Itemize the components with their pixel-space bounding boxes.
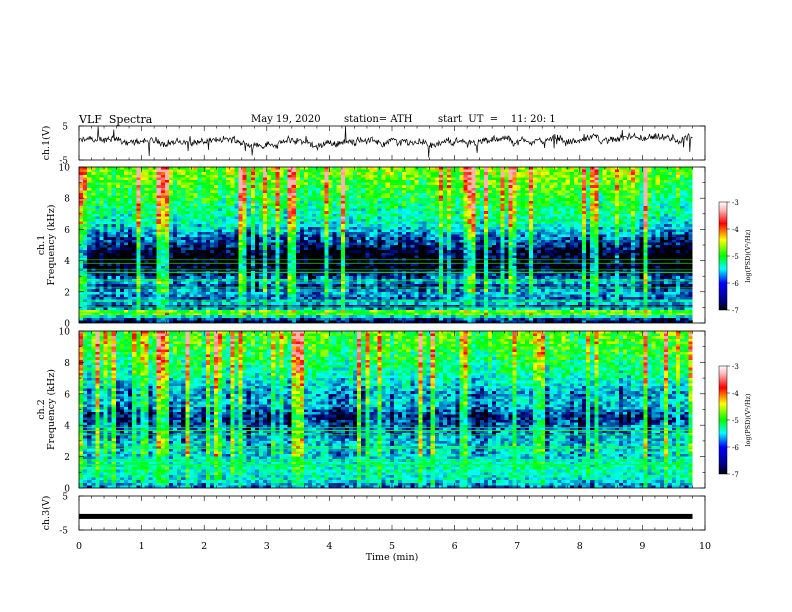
colorbar-tick-label: -5 — [732, 417, 739, 425]
colorbar-tick-label: -3 — [732, 199, 739, 207]
start-time-label: start UT = 11: 20: 1 — [438, 114, 556, 125]
y-axis-label: Frequency (kHz) — [46, 369, 57, 450]
ch1-colorbar: -3 -4 -5 -6 -7 log(PSD)(V²/Hz) — [718, 199, 752, 315]
x-tick-label: 10 — [699, 541, 711, 552]
time-axis: 0 1 2 3 4 5 6 7 8 9 10 Time (min) — [76, 541, 711, 563]
y-tick-label: 8 — [64, 359, 70, 369]
spectrogram-image — [79, 331, 693, 488]
colorbar-tick-label: -7 — [732, 471, 739, 479]
x-tick-label: 8 — [577, 541, 583, 552]
y-tick-label: 10 — [59, 328, 71, 338]
x-tick-label: 6 — [452, 541, 458, 552]
y-tick-label: -5 — [59, 527, 68, 537]
y-axis-label: ch.3(V) — [41, 496, 52, 531]
y-tick-label: 2 — [64, 453, 70, 463]
spectrogram-image — [79, 167, 693, 323]
y-axis-label: ch.2 — [36, 399, 47, 420]
x-tick-label: 0 — [76, 541, 82, 552]
panel-frame — [78, 125, 706, 161]
panel-frame — [78, 495, 706, 531]
y-tick-label: 4 — [64, 257, 70, 267]
x-tick-label: 5 — [389, 541, 395, 552]
ch1-trace — [78, 126, 693, 158]
colorbar-tick-label: -6 — [732, 444, 739, 452]
ch3-trace — [79, 513, 693, 519]
y-tick-label: 6 — [64, 390, 70, 400]
y-tick-label: -5 — [59, 157, 68, 167]
chart-title: VLF Spectra — [79, 113, 153, 126]
colorbar-tick-label: -7 — [732, 307, 739, 315]
colorbar-label: log(PSD)(V²/Hz) — [744, 393, 752, 446]
y-tick-label: 10 — [59, 164, 71, 174]
y-axis-label: ch.1 — [36, 235, 47, 256]
x-tick-label: 1 — [139, 541, 145, 552]
colorbar-gradient — [718, 365, 728, 475]
y-axis-label: Frequency (kHz) — [46, 205, 57, 286]
x-tick-label: 9 — [639, 541, 645, 552]
ch1-waveform-panel: 5 -5 ch.1(V) — [41, 123, 706, 167]
y-tick-label: 0 — [64, 320, 70, 330]
date-label: May 19, 2020 — [251, 114, 321, 125]
station-label: station= ATH — [344, 114, 413, 125]
colorbar-tick-label: -5 — [732, 253, 739, 261]
y-axis-label: ch.1(V) — [41, 126, 52, 161]
y-tick-label: 0 — [64, 485, 70, 495]
y-tick-label: 5 — [62, 123, 68, 133]
y-tick-label: 4 — [64, 422, 70, 432]
colorbar-tick-label: -3 — [732, 363, 739, 371]
ch2-colorbar: -3 -4 -5 -6 -7 log(PSD)(V²/Hz) — [718, 363, 752, 479]
colorbar-tick-label: -4 — [732, 226, 739, 234]
x-axis-label: Time (min) — [366, 552, 419, 563]
x-tick-label: 4 — [326, 541, 332, 552]
ch1-spectrogram-panel: 0 2 4 6 8 10 ch.1 Frequency (kHz) — [36, 164, 706, 330]
y-tick-label: 6 — [64, 226, 70, 236]
colorbar-tick-label: -4 — [732, 390, 739, 398]
colorbar-gradient — [718, 201, 728, 311]
x-tick-label: 2 — [201, 541, 207, 552]
ch2-spectrogram-panel: 0 2 4 6 8 10 ch.2 Frequency (kHz) — [36, 328, 706, 495]
y-tick-label: 2 — [64, 288, 70, 298]
y-tick-label: 8 — [64, 195, 70, 205]
colorbar-tick-label: -6 — [732, 280, 739, 288]
x-tick-label: 7 — [514, 541, 520, 552]
colorbar-label: log(PSD)(V²/Hz) — [744, 229, 752, 282]
ch3-waveform-panel: 5 -5 ch.3(V) — [41, 493, 706, 537]
x-tick-label: 3 — [264, 541, 270, 552]
y-tick-label: 5 — [62, 493, 68, 503]
